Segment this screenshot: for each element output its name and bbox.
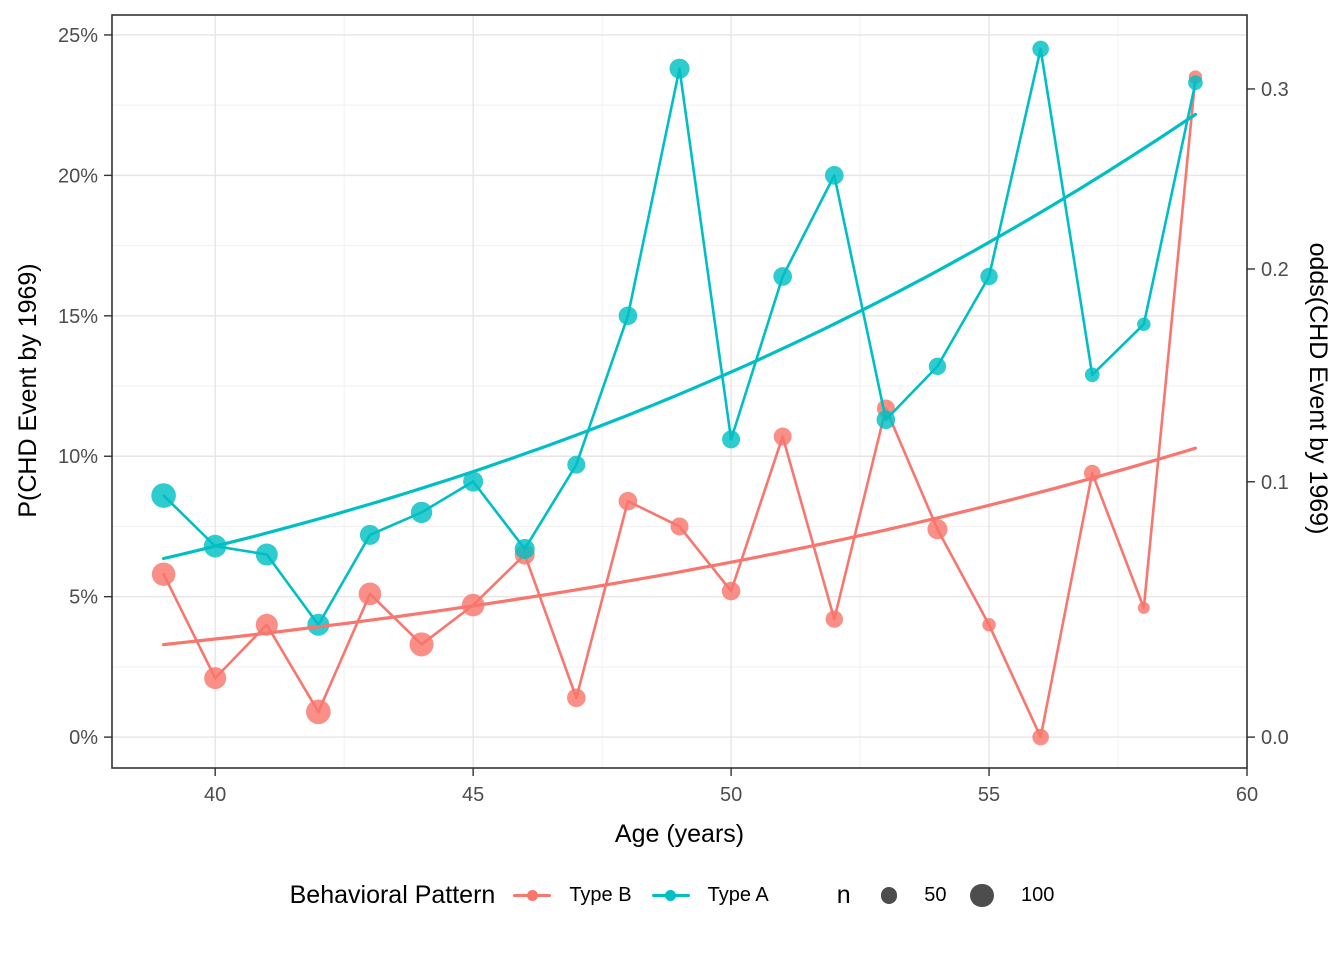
x-tick-label: 50 [720,784,742,806]
y-left-tick-label: 15% [58,306,98,328]
trend-line-type-b [162,446,1197,647]
legend-size-title: n [836,881,851,909]
data-point-type-b [358,582,382,606]
legend-key-dot [526,890,538,902]
y-axis-right-title: odds(CHD Event by 1969) [1304,242,1332,535]
series-type-b [151,70,1203,746]
series-type-a [151,40,1203,636]
data-point-type-b [255,613,278,636]
data-point-type-b [566,688,586,708]
data-point-type-a [618,306,638,326]
data-point-type-b [670,517,689,536]
panel-border [111,14,1248,769]
y-left-tick-label: 25% [58,25,98,47]
x-tick-label: 55 [978,784,1000,806]
data-point-type-b [618,491,638,511]
data-point-type-a [463,471,484,492]
x-tick-label: 60 [1236,784,1258,806]
legend-size-entry-50: 50 [880,884,947,907]
data-point-type-b [927,519,948,540]
data-point-type-b [151,562,176,586]
data-point-type-b [204,667,227,690]
x-tick-label: 40 [204,784,226,806]
y-right-tick-label: 0.0 [1261,727,1289,749]
legend-key-type-b-icon [513,884,552,908]
data-point-type-a [1188,75,1203,91]
data-point-type-a [359,524,380,545]
data-point-type-a [773,267,793,286]
data-point-type-b [1032,728,1049,746]
data-point-type-a [669,58,690,79]
axis-tick-labels: 0% 5% 10% 15% 20% 25% 40 45 50 55 60 0.0 0.1 0.2 0.3 [58,25,1289,806]
x-tick-label: 45 [462,784,484,806]
x-axis-title: Age (years) [614,820,745,848]
y-right-tick-label: 0.3 [1261,79,1289,101]
data-point-type-b [306,699,331,725]
data-point-type-a [876,410,896,430]
legend-pattern-entries: Type B Type A [513,884,788,908]
data-point-type-a [514,538,535,559]
legend-size-entries: 50 100 [857,883,1055,908]
data-point-type-a [255,543,278,566]
legend-label-type-a: Type A [707,884,769,906]
data-point-type-b [409,632,434,657]
data-point-type-a [1032,40,1049,58]
data-line-type-a [162,47,1197,627]
data-point-type-a [928,357,947,376]
y-right-tick-label: 0.2 [1261,259,1289,281]
legend-key-type-a-icon [651,884,690,908]
legend-size-label-100: 100 [1020,884,1055,906]
legend-size-dot-icon [970,883,994,908]
data-point-type-a [567,455,586,474]
trend-line-type-a [162,112,1197,561]
data-point-type-a [722,430,741,449]
data-point-type-a [1084,367,1100,383]
legend-key-dot [665,890,677,902]
data-point-type-a [1137,317,1151,331]
legend-label-type-b: Type B [569,884,632,906]
legend-size-label-50: 50 [924,884,947,906]
data-point-type-b [721,581,741,601]
data-point-type-a [980,267,998,286]
legend-size-entry-100: 100 [970,883,1055,908]
legend-pattern-title: Behavioral Pattern [289,881,496,909]
data-point-type-a [824,166,844,185]
y-axis-left-title: P(CHD Event by 1969) [14,263,42,518]
axis-ticks [104,34,1255,776]
y-left-tick-label: 5% [69,587,98,609]
data-point-type-b [1137,601,1150,614]
legend: Behavioral Pattern Type B Type A n 50 100 [0,881,1344,910]
data-line-type-b [162,75,1197,739]
legend-entry-type-b: Type B [513,884,632,908]
legend-size-dot-icon [880,887,898,904]
data-point-type-a [307,613,330,636]
y-right-tick-label: 0.1 [1261,472,1289,494]
data-point-type-a [151,483,176,508]
data-point-type-b [825,610,843,628]
legend-entry-type-a: Type A [651,884,769,908]
data-point-type-a [410,501,433,524]
y-left-tick-label: 0% [69,727,98,749]
grid-major [112,15,1248,768]
data-point-type-b [982,618,996,632]
y-left-tick-label: 20% [58,165,98,187]
y-left-tick-label: 10% [58,446,98,468]
data-point-type-b [773,427,792,446]
grid-minor [112,15,1247,768]
